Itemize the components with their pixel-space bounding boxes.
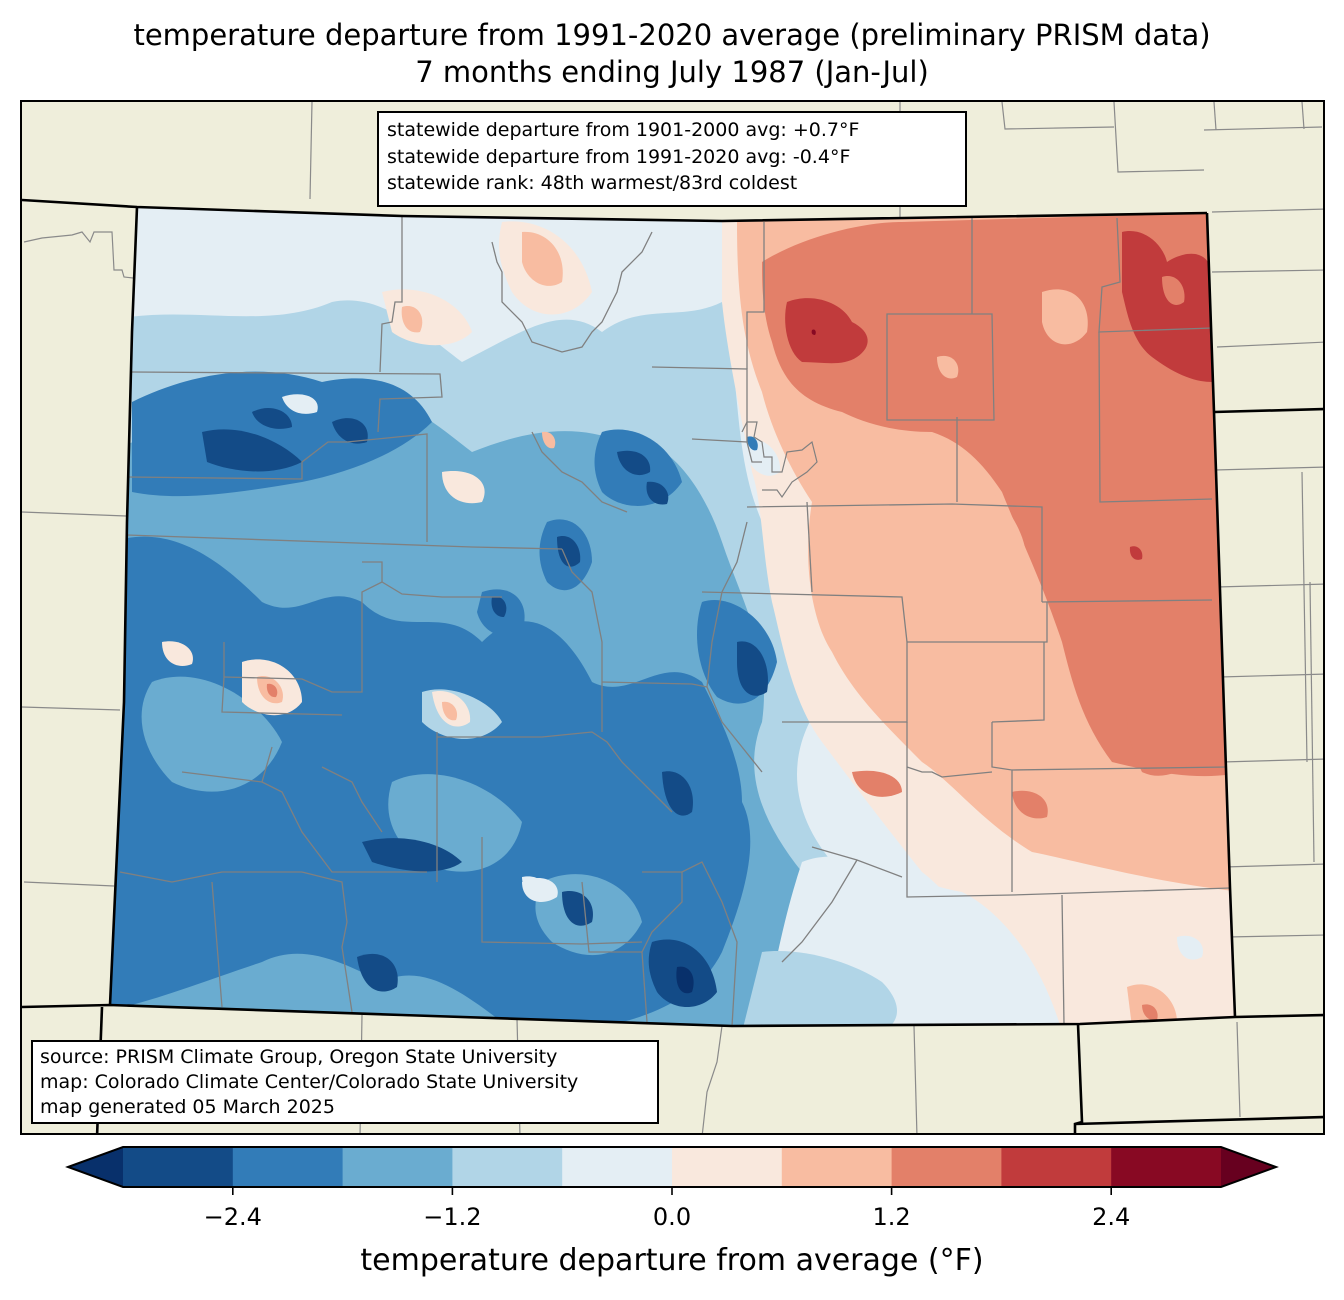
temperature-contours: [110, 207, 1235, 1026]
colorbar-bin: [672, 1147, 783, 1187]
colorbar-label: temperature departure from average (°F): [360, 1243, 984, 1278]
colorbar-extend-under-arrow: [68, 1147, 123, 1187]
colorbar-bin: [891, 1147, 1002, 1187]
colorbar-bin: [1111, 1147, 1222, 1187]
map-title: temperature departure from 1991-2020 ave…: [133, 18, 1211, 52]
colorbar-tick-label: 1.2: [872, 1203, 911, 1231]
colorbar-bin: [232, 1147, 344, 1187]
state-borders: [22, 198, 1323, 1133]
colorbar-extend-over-arrow: [1221, 1147, 1276, 1187]
colorbar-bin: [123, 1147, 234, 1187]
colorbar-bin: [781, 1147, 893, 1187]
colorbar-tick-label: 2.4: [1092, 1203, 1131, 1231]
county-lines: [119, 216, 1231, 1026]
temperature-map: [22, 102, 1323, 1133]
source-credits-box: source: PRISM Climate Group, Oregon Stat…: [31, 1040, 659, 1124]
source-line: source: PRISM Climate Group, Oregon Stat…: [40, 1046, 558, 1068]
colorbar-bin: [452, 1147, 563, 1187]
colorbar-bin: [562, 1147, 673, 1187]
colorbar-tick-label: 0.0: [652, 1203, 692, 1231]
stats-departure-1901-2000: statewide departure from 1901-2000 avg: …: [387, 119, 860, 141]
colorbar-tick-label: −2.4: [203, 1203, 262, 1231]
map-frame: [20, 100, 1325, 1135]
map-credit-line: map: Colorado Climate Center/Colorado St…: [40, 1071, 579, 1093]
colorbar-bin: [342, 1147, 453, 1187]
stats-departure-1991-2020: statewide departure from 1991-2020 avg: …: [387, 145, 851, 168]
map-subtitle: 7 months ending July 1987 (Jan-Jul): [415, 55, 929, 89]
statewide-stats-box: statewide departure from 1901-2000 avg: …: [377, 111, 967, 207]
stats-rank: statewide rank: 48th warmest/83rd coldes…: [387, 172, 798, 194]
colorbar-outline: [65, 1146, 1279, 1188]
colorbar: [65, 1146, 1279, 1195]
generated-date-line: map generated 05 March 2025: [40, 1096, 335, 1118]
colorbar-tick-label: −1.2: [423, 1203, 482, 1231]
colorbar-bin: [1001, 1147, 1112, 1187]
county-lines-metro: [741, 421, 818, 499]
